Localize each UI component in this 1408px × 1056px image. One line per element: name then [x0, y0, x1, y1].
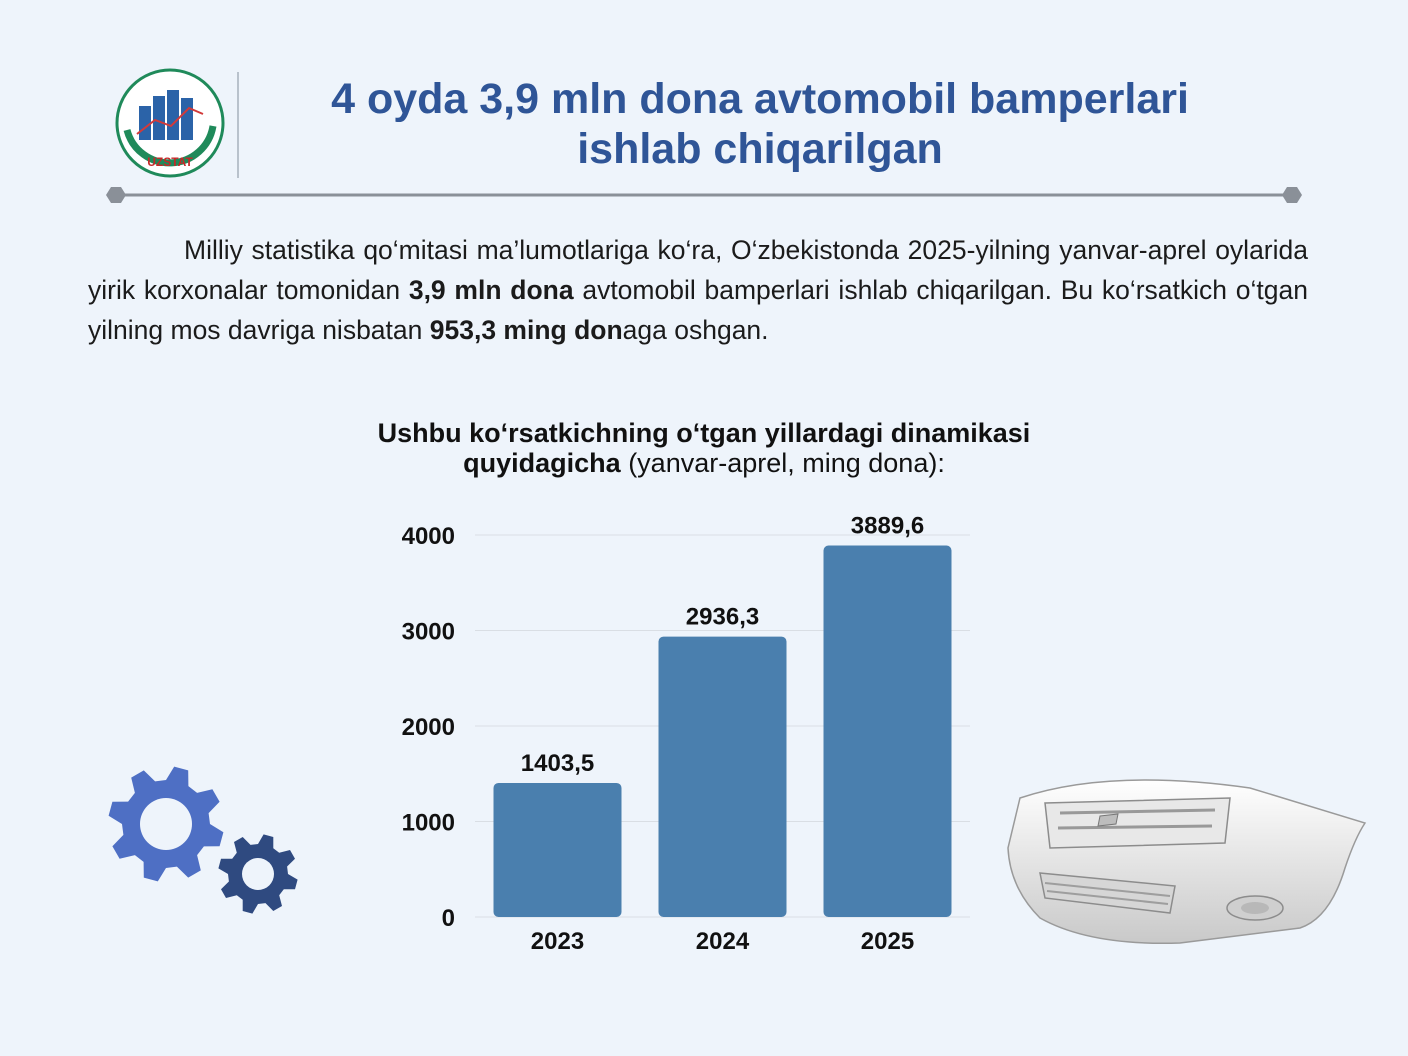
intro-bold-1: 3,9 mln dona — [408, 275, 574, 305]
large-gear-icon — [108, 766, 224, 882]
x-tick-label: 2024 — [696, 928, 750, 955]
y-tick-label: 2000 — [402, 714, 455, 741]
bar — [823, 545, 952, 917]
intro-text-2: avtomobil bamperlari ishlab chiqarilgan.… — [88, 275, 1308, 345]
bar-chart: 0 1000 2000 3000 4000 1403,5 2023 2936,3 2024 388… — [402, 513, 970, 955]
x-tick-label: 2025 — [861, 928, 914, 955]
header-divider — [237, 72, 239, 178]
intro-paragraph: Milliy statistika qo‘mitasi ma’lumotlari… — [88, 230, 1308, 350]
title-line-2: ishlab chiqarilgan — [577, 125, 943, 173]
chart-heading-normal: (yanvar-aprel, ming dona): — [620, 448, 945, 478]
data-label: 1403,5 — [521, 750, 594, 777]
header: UZSTAT 4 oyda 3,9 mln dona avtomobil bam… — [0, 0, 1408, 203]
logo-text: UZSTAT — [147, 155, 193, 169]
intro-bold-2: 953,3 ming don — [429, 315, 623, 345]
intro-text-1: Milliy statistika qo‘mitasi ma’lumotlari… — [88, 235, 1308, 305]
page-title: 4 oyda 3,9 mln dona avtomobil bamperlari… — [250, 74, 1270, 174]
title-rule — [106, 187, 1302, 203]
intro-text-3: aga oshgan. — [622, 315, 769, 345]
y-tick-label: 3000 — [402, 619, 455, 646]
chart-heading: Ushbu ko‘rsatkichning o‘tgan yillardagi … — [304, 418, 1104, 478]
x-tick-label: 2023 — [531, 928, 584, 955]
chart-heading-bold: Ushbu ko‘rsatkichning o‘tgan yillardagi … — [377, 418, 1031, 478]
y-tick-label: 0 — [442, 905, 455, 932]
data-label: 3889,6 — [851, 513, 924, 540]
small-gear-icon — [218, 834, 298, 914]
gears-icon — [108, 766, 298, 914]
car-bumper-image — [1007, 779, 1367, 945]
uzstat-logo-icon: UZSTAT — [115, 68, 225, 178]
y-tick-label: 4000 — [402, 523, 455, 550]
y-tick-label: 1000 — [402, 810, 455, 837]
bar — [658, 636, 787, 917]
title-line-1: 4 oyda 3,9 mln dona avtomobil bamperlari — [331, 75, 1189, 123]
data-label: 2936,3 — [686, 604, 759, 631]
bar — [493, 782, 622, 917]
